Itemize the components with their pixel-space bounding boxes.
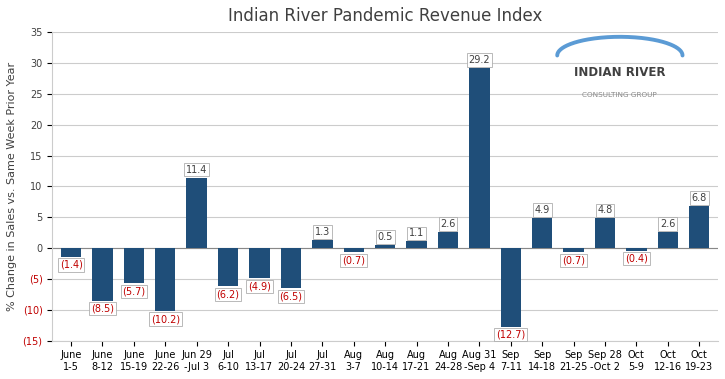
Text: 29.2: 29.2 [468,55,490,65]
Bar [218,248,239,287]
Bar [626,248,647,251]
Bar [155,248,175,311]
Text: (1.4): (1.4) [59,260,83,270]
Bar [375,245,395,248]
Text: (6.5): (6.5) [279,291,302,301]
Text: 4.8: 4.8 [597,205,613,215]
Bar [532,218,552,248]
Bar [658,232,678,248]
Bar [249,248,270,279]
Text: INDIAN RIVER: INDIAN RIVER [574,66,666,79]
Bar [689,206,710,248]
Bar [124,248,144,283]
Bar [281,248,301,288]
Text: (12.7): (12.7) [496,330,526,340]
Title: Indian River Pandemic Revenue Index: Indian River Pandemic Revenue Index [228,7,542,25]
Bar [344,248,364,252]
Text: 2.6: 2.6 [660,219,676,229]
Bar [186,178,207,248]
Text: 4.9: 4.9 [534,205,550,215]
Bar [438,232,458,248]
Bar [92,248,112,301]
Text: 0.5: 0.5 [378,232,393,242]
Text: (4.9): (4.9) [248,282,271,291]
Bar [406,241,427,248]
Bar [500,248,521,327]
Bar [312,240,333,248]
Text: 1.3: 1.3 [315,227,330,237]
Bar [563,248,584,252]
Text: (5.7): (5.7) [123,287,146,296]
Bar [469,68,489,248]
Text: (0.7): (0.7) [342,255,365,266]
Text: (0.7): (0.7) [562,255,585,266]
Text: (6.2): (6.2) [217,290,239,299]
Text: (10.2): (10.2) [151,314,180,324]
Text: (8.5): (8.5) [91,304,114,314]
Text: (0.4): (0.4) [625,254,648,264]
Bar [594,219,616,248]
Text: 2.6: 2.6 [440,219,455,229]
Text: 1.1: 1.1 [409,228,424,238]
Text: 11.4: 11.4 [186,164,207,175]
Bar [61,248,81,257]
Text: 6.8: 6.8 [692,193,707,203]
Text: CONSULTING GROUP: CONSULTING GROUP [582,92,658,97]
Y-axis label: % Change in Sales vs. Same Week Prior Year: % Change in Sales vs. Same Week Prior Ye… [7,62,17,311]
